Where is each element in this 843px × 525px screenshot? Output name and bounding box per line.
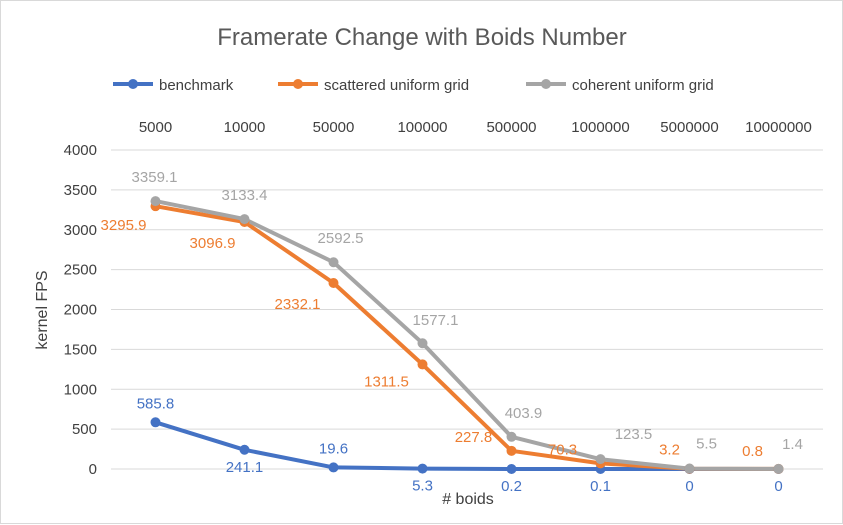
data-label-0-7: 0	[774, 478, 782, 495]
x-tick-label-5000000: 5000000	[660, 119, 718, 136]
x-tick-label-500000: 500000	[486, 119, 536, 136]
x-tick-label-10000000: 10000000	[745, 119, 812, 136]
data-point-0-1[interactable]	[239, 444, 250, 455]
data-point-0-0[interactable]	[150, 417, 161, 428]
data-label-2-7: 1.4	[782, 436, 803, 453]
data-point-2-6[interactable]	[684, 463, 695, 474]
x-tick-label-100000: 100000	[397, 119, 447, 136]
legend-entry-1[interactable]: scattered uniform grid	[278, 77, 469, 94]
legend-swatch-marker	[293, 79, 303, 89]
legend-label: benchmark	[159, 77, 234, 94]
data-label-1-7: 0.8	[742, 443, 763, 460]
legend-entry-2[interactable]: coherent uniform grid	[526, 77, 714, 94]
data-label-0-6: 0	[685, 478, 693, 495]
legend-label: scattered uniform grid	[324, 77, 469, 94]
data-label-2-5: 123.5	[615, 426, 653, 443]
data-label-1-1: 3096.9	[190, 235, 236, 252]
data-label-1-6: 3.2	[659, 442, 680, 459]
x-axis-tick-labels: 5000 10000 50000 100000 500000 1000000 5000000…	[139, 119, 812, 136]
chart-title: Framerate Change with Boids Number	[217, 24, 627, 51]
legend-label: coherent uniform grid	[572, 77, 714, 94]
data-label-1-4: 227.8	[455, 429, 493, 446]
data-point-2-3[interactable]	[417, 338, 428, 349]
data-labels: 585.8 241.1 19.6 5.3 0.2 0.1 0 0 3295.9 3096.9 233…	[101, 169, 803, 495]
data-point-0-2[interactable]	[328, 462, 339, 473]
data-point-2-2[interactable]	[328, 257, 339, 268]
legend: benchmark scattered uniform grid coherent …	[113, 77, 714, 94]
series-lines	[153, 199, 781, 471]
data-label-0-1: 241.1	[226, 459, 264, 476]
data-point-1-2[interactable]	[328, 278, 339, 289]
legend-swatch-marker	[541, 79, 551, 89]
series-points	[150, 196, 784, 474]
data-label-0-2: 19.6	[319, 440, 348, 457]
data-point-2-7[interactable]	[773, 463, 784, 474]
y-tick-label-0: 0	[89, 461, 97, 478]
data-label-1-3: 1311.5	[364, 373, 409, 390]
data-label-2-4: 403.9	[505, 405, 543, 422]
data-point-1-3[interactable]	[417, 359, 428, 370]
data-point-0-4[interactable]	[506, 463, 517, 474]
data-label-1-2: 2332.1	[275, 296, 321, 313]
y-axis-title: kernel FPS	[34, 270, 51, 349]
x-tick-label-1000000: 1000000	[571, 119, 629, 136]
data-label-0-0: 585.8	[137, 395, 175, 412]
data-point-1-4[interactable]	[506, 445, 517, 456]
data-point-2-5[interactable]	[595, 454, 606, 465]
data-point-0-3[interactable]	[417, 463, 428, 474]
data-label-2-0: 3359.1	[132, 169, 178, 186]
gridlines	[111, 149, 823, 470]
legend-swatch-marker	[128, 79, 138, 89]
series-line-2	[153, 199, 781, 471]
data-label-1-5: 70.3	[548, 441, 577, 458]
data-label-2-3: 1577.1	[413, 312, 459, 329]
data-label-2-2: 2592.5	[318, 230, 364, 247]
y-tick-label-2000: 2000	[64, 302, 97, 319]
data-label-0-3: 5.3	[412, 478, 433, 495]
y-tick-label-3500: 3500	[64, 182, 97, 199]
data-label-1-0: 3295.9	[101, 217, 147, 234]
data-label-2-1: 3133.4	[222, 187, 268, 204]
x-tick-label-50000: 50000	[313, 119, 355, 136]
data-label-2-6: 5.5	[696, 436, 717, 453]
data-label-0-4: 0.2	[501, 478, 522, 495]
y-tick-label-4000: 4000	[64, 142, 97, 159]
y-tick-label-1500: 1500	[64, 341, 97, 358]
data-point-2-1[interactable]	[239, 214, 250, 225]
y-axis-tick-labels: 0 500 1000 1500 2000 2500 3000 3500 4000	[64, 142, 97, 478]
data-label-0-5: 0.1	[590, 478, 611, 495]
x-tick-label-5000: 5000	[139, 119, 172, 136]
x-tick-label-10000: 10000	[224, 119, 266, 136]
x-axis-title: # boids	[442, 491, 494, 508]
y-tick-label-3000: 3000	[64, 222, 97, 239]
data-point-2-4[interactable]	[506, 431, 517, 442]
y-tick-label-1000: 1000	[64, 381, 97, 398]
legend-entry-0[interactable]: benchmark	[113, 77, 234, 94]
data-point-2-0[interactable]	[150, 196, 161, 207]
y-tick-label-2500: 2500	[64, 262, 97, 279]
y-tick-label-500: 500	[72, 421, 97, 438]
